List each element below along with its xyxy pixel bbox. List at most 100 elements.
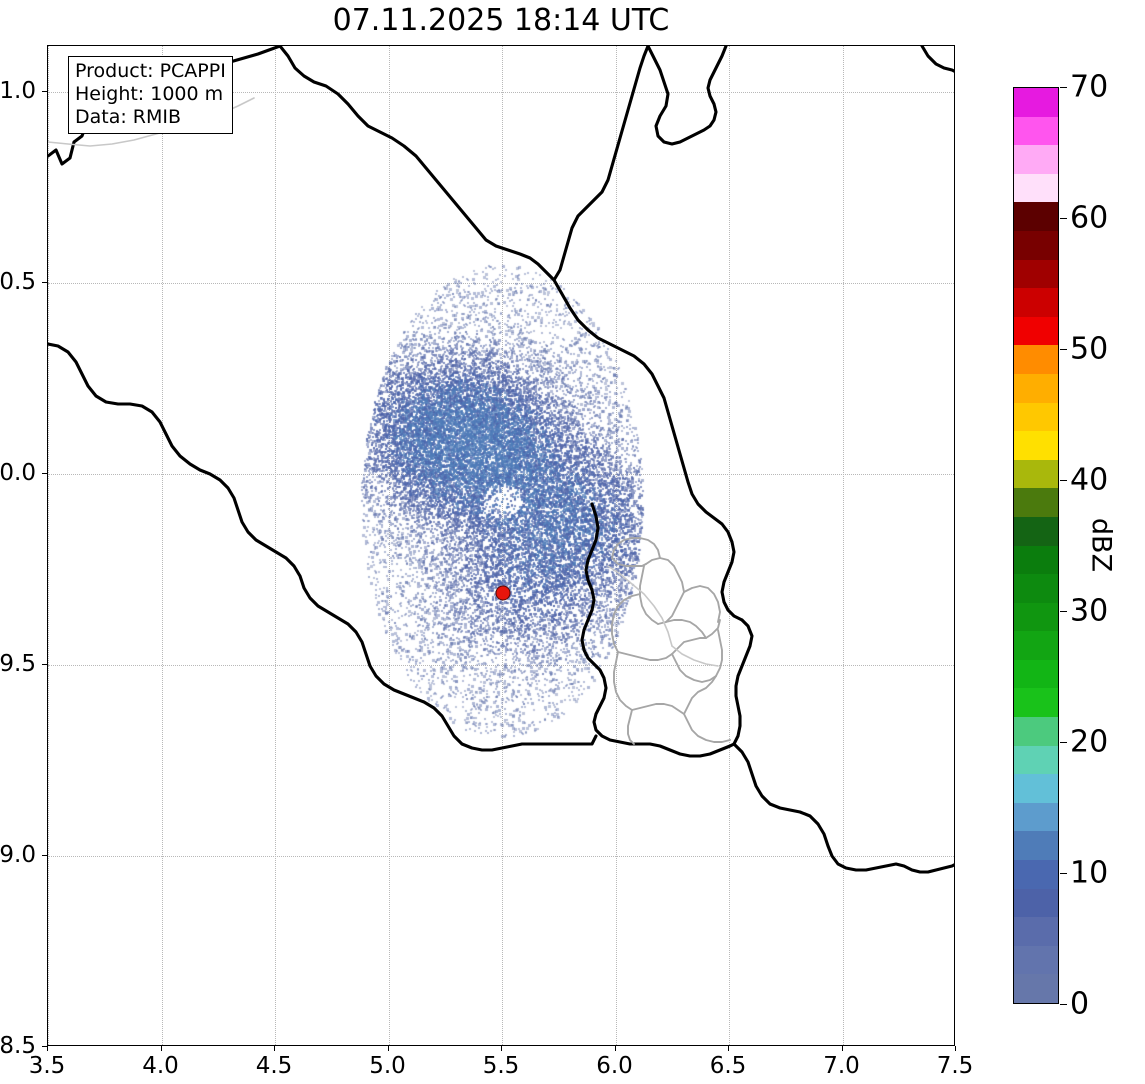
product-info-box: Product: PCAPPI Height: 1000 m Data: RMI… — [68, 56, 233, 134]
xtick-label: 7.0 — [823, 1053, 860, 1079]
luxembourg-canton-boundaries — [611, 537, 731, 745]
colorbar-tick-mark — [1060, 1004, 1067, 1005]
colorbar-band — [1014, 202, 1058, 231]
border-belgium-germany — [552, 278, 744, 622]
xtick-mark — [387, 1046, 389, 1051]
colorbar-band — [1014, 917, 1058, 946]
colorbar-tick-label: 70 — [1070, 69, 1109, 105]
border-germany-east-arm — [646, 46, 728, 146]
map-clip: Product: PCAPPI Height: 1000 m Data: RMI… — [48, 46, 954, 1045]
ytick-mark — [42, 664, 47, 665]
map-plot-area[interactable]: Product: PCAPPI Height: 1000 m Data: RMI… — [47, 45, 955, 1046]
radar-echo-layer — [48, 46, 954, 1045]
colorbar-tick-mark — [1060, 873, 1067, 874]
colorbar-axis-label: dBZ — [1085, 517, 1117, 573]
colorbar-band — [1014, 230, 1058, 260]
xtick-label: 3.5 — [28, 1053, 66, 1079]
colorbar-band — [1014, 345, 1058, 374]
ytick-label: 49.5 — [0, 651, 36, 677]
map-borders-layer — [48, 46, 954, 874]
colorbar-tick-label: 0 — [1070, 986, 1090, 1022]
xtick-mark — [955, 1046, 956, 1051]
colorbar-band — [1014, 717, 1058, 746]
colorbar-band — [1014, 259, 1058, 289]
colorbar-band — [1014, 459, 1058, 489]
xtick-label: 6.0 — [596, 1053, 633, 1079]
border-france-germany-southeast — [732, 742, 954, 874]
colorbar-band — [1014, 774, 1058, 803]
page-title: 07.11.2025 18:14 UTC — [332, 3, 670, 38]
xtick-label: 6.5 — [709, 1053, 747, 1079]
border-luxembourg-germany — [732, 618, 754, 746]
colorbar-band — [1014, 88, 1058, 117]
colorbar-tick-label: 10 — [1070, 855, 1109, 891]
border-luxembourg-west — [580, 502, 736, 758]
colorbar-tick-label: 40 — [1070, 462, 1109, 498]
colorbar-band — [1014, 373, 1058, 403]
xtick-mark — [274, 1046, 275, 1051]
colorbar-band — [1014, 431, 1058, 460]
xtick-mark — [614, 1046, 616, 1051]
xtick-mark — [728, 1046, 729, 1051]
ytick-mark — [42, 91, 47, 92]
colorbar-tick-label: 50 — [1070, 331, 1109, 367]
ytick-mark — [42, 473, 47, 474]
border-belgium-france-west — [48, 342, 598, 752]
colorbar-tick-mark — [1060, 742, 1067, 743]
xtick-mark — [160, 1046, 162, 1051]
ytick-mark — [42, 1046, 47, 1047]
colorbar-band — [1014, 831, 1058, 861]
colorbar-band — [1014, 802, 1058, 832]
colorbar-band — [1014, 888, 1058, 918]
colorbar-tick-label: 60 — [1070, 200, 1109, 236]
colorbar-band — [1014, 288, 1058, 317]
infobox-product-line: Product: PCAPPI — [75, 60, 226, 82]
colorbar-tick-label: 30 — [1070, 593, 1109, 629]
colorbar-band — [1014, 145, 1058, 174]
ytick-label: 50.0 — [0, 460, 36, 486]
colorbar-band — [1014, 173, 1058, 203]
colorbar-band — [1014, 860, 1058, 889]
colorbar-band — [1014, 745, 1058, 775]
ytick-label: 49.0 — [0, 842, 36, 868]
xtick-mark — [501, 1046, 502, 1051]
ytick-label: 50.5 — [0, 269, 36, 295]
colorbar-tick-mark — [1060, 480, 1067, 481]
xtick-label: 5.5 — [482, 1053, 520, 1079]
colorbar-tick-mark — [1060, 218, 1067, 219]
ytick-label: 51.0 — [0, 78, 36, 104]
colorbar-band — [1014, 574, 1058, 603]
colorbar-band — [1014, 545, 1058, 575]
colorbar-band — [1014, 316, 1058, 346]
colorbar-band — [1014, 659, 1058, 689]
colorbar-tick-mark — [1060, 349, 1067, 350]
ytick-label: 48.5 — [0, 1033, 36, 1059]
colorbar-band — [1014, 488, 1058, 517]
xtick-label: 4.5 — [255, 1053, 293, 1079]
colorbar-tick-mark — [1060, 87, 1067, 88]
infobox-height-line: Height: 1000 m — [75, 83, 224, 105]
ytick-mark — [42, 282, 47, 283]
colorbar-band — [1014, 516, 1058, 546]
colorbar-band — [1014, 688, 1058, 718]
radar-station-marker[interactable] — [495, 585, 510, 600]
colorbar-tick-mark — [1060, 611, 1067, 612]
coastline-fragment-ne — [920, 46, 954, 73]
river-network — [48, 97, 719, 667]
colorbar-band — [1014, 116, 1058, 146]
xtick-mark — [841, 1046, 843, 1051]
colorbar-tick-label: 20 — [1070, 724, 1109, 760]
colorbar-band — [1014, 974, 1058, 1003]
ytick-mark — [42, 855, 47, 856]
xtick-label: 4.0 — [142, 1053, 179, 1079]
colorbar-band — [1014, 631, 1058, 660]
xtick-label: 5.0 — [369, 1053, 406, 1079]
xtick-label: 7.5 — [936, 1053, 974, 1079]
border-netherlands-germany — [278, 46, 650, 282]
colorbar[interactable] — [1013, 87, 1059, 1004]
infobox-data-line: Data: RMIB — [75, 106, 182, 128]
colorbar-band — [1014, 945, 1058, 975]
xtick-mark — [47, 1046, 48, 1051]
colorbar-band — [1014, 402, 1058, 432]
